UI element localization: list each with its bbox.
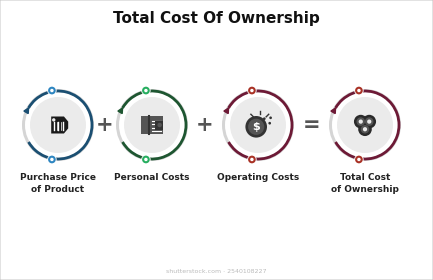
Circle shape: [354, 115, 368, 129]
Circle shape: [158, 123, 162, 127]
Circle shape: [48, 155, 56, 164]
Circle shape: [355, 87, 363, 95]
Polygon shape: [155, 120, 163, 130]
Circle shape: [249, 88, 255, 93]
Text: shutterstock.com · 2540108227: shutterstock.com · 2540108227: [166, 269, 266, 274]
Circle shape: [22, 89, 94, 161]
Circle shape: [356, 88, 362, 93]
Circle shape: [52, 118, 55, 122]
Text: +: +: [196, 115, 214, 135]
Circle shape: [329, 89, 401, 161]
Circle shape: [48, 87, 56, 95]
Circle shape: [332, 92, 398, 158]
Circle shape: [49, 88, 55, 93]
Circle shape: [246, 116, 267, 137]
Text: Purchase Price
of Product: Purchase Price of Product: [20, 173, 96, 194]
Circle shape: [49, 157, 55, 162]
Circle shape: [362, 115, 376, 129]
Circle shape: [358, 122, 372, 136]
Circle shape: [365, 117, 374, 126]
Circle shape: [361, 125, 369, 134]
Text: $: $: [252, 122, 260, 132]
Circle shape: [225, 92, 291, 158]
Circle shape: [25, 92, 91, 158]
Text: =: =: [303, 115, 320, 135]
Circle shape: [363, 127, 367, 131]
Polygon shape: [51, 116, 68, 134]
Circle shape: [142, 87, 150, 95]
Circle shape: [222, 89, 294, 161]
Circle shape: [359, 120, 363, 124]
Text: Operating Costs: Operating Costs: [217, 173, 299, 182]
Polygon shape: [118, 108, 123, 114]
Circle shape: [248, 155, 256, 164]
Circle shape: [367, 120, 372, 124]
Circle shape: [356, 157, 362, 162]
Circle shape: [143, 88, 149, 93]
Circle shape: [116, 89, 188, 161]
Circle shape: [249, 157, 255, 162]
Circle shape: [124, 97, 180, 153]
Text: Total Cost Of Ownership: Total Cost Of Ownership: [113, 11, 320, 25]
Circle shape: [337, 97, 393, 153]
Circle shape: [143, 157, 149, 162]
Polygon shape: [24, 108, 29, 114]
Text: Total Cost
of Ownership: Total Cost of Ownership: [331, 173, 399, 194]
Circle shape: [269, 116, 272, 119]
Circle shape: [268, 122, 271, 125]
Circle shape: [30, 97, 86, 153]
Circle shape: [248, 119, 264, 135]
Circle shape: [230, 97, 286, 153]
Circle shape: [142, 155, 150, 164]
Circle shape: [355, 155, 363, 164]
Polygon shape: [331, 108, 336, 114]
Polygon shape: [224, 108, 229, 114]
Circle shape: [119, 92, 185, 158]
Circle shape: [248, 87, 256, 95]
Circle shape: [263, 117, 266, 120]
Circle shape: [356, 117, 365, 126]
Text: Personal Costs: Personal Costs: [114, 173, 190, 182]
Polygon shape: [141, 116, 163, 134]
Text: +: +: [96, 115, 114, 135]
